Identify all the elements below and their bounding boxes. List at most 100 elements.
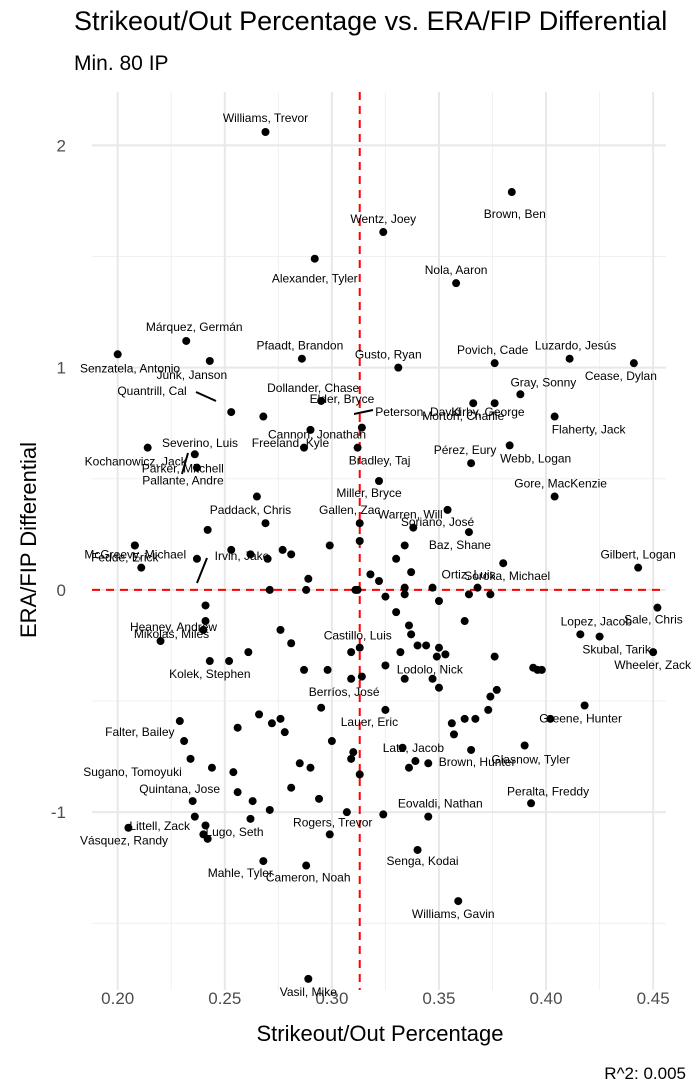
data-point — [533, 665, 542, 674]
point-label: Cannon, Jonathan — [268, 428, 366, 442]
data-point — [267, 719, 276, 728]
point-label: Flaherty, Jack — [552, 423, 627, 437]
data-point — [207, 763, 216, 772]
data-point — [355, 537, 364, 545]
point-label: Lugo, Seth — [205, 825, 263, 839]
point-label: Freeland, Kyle — [252, 436, 330, 450]
data-point — [355, 770, 364, 779]
data-point — [300, 665, 309, 674]
point-label: Pallante, Andre — [142, 474, 224, 488]
x-tick-label: 0.35 — [422, 989, 455, 1008]
point-label: Cameron, Noah — [266, 871, 351, 885]
point-label: Gallen, Zac — [319, 503, 380, 517]
x-tick-label: 0.30 — [315, 989, 348, 1008]
data-point — [203, 834, 212, 843]
point-label: Junk, Janson — [156, 368, 227, 382]
point-label: Senga, Kodai — [387, 854, 459, 868]
data-point — [306, 763, 315, 772]
data-point — [259, 857, 268, 866]
data-point — [375, 577, 383, 586]
data-point — [449, 730, 458, 739]
data-point — [428, 674, 437, 683]
point-label: Ortiz, Luis — [442, 568, 496, 582]
data-point — [325, 830, 334, 839]
data-point — [546, 714, 555, 723]
data-point — [394, 363, 403, 372]
data-point — [203, 525, 212, 534]
point-label: Fedde, Erick — [91, 550, 159, 564]
data-point — [467, 745, 476, 754]
point-label: Lopez, Jacob — [561, 614, 633, 628]
point-label: Morton, Charlie — [422, 409, 504, 423]
point-label: Miller, Bryce — [336, 486, 402, 500]
data-point — [190, 450, 199, 459]
data-point — [520, 741, 529, 750]
data-point — [186, 754, 195, 763]
point-label: Gore, MacKenzie — [514, 477, 607, 491]
data-point — [411, 757, 420, 766]
point-label: Williams, Gavin — [412, 907, 495, 921]
point-label: Webb, Logan — [500, 451, 571, 465]
data-point — [349, 748, 358, 757]
point-label: Greene, Hunter — [539, 711, 622, 725]
r-squared-caption: R^2: 0.005 — [604, 1064, 686, 1083]
point-label: Pérez, Eury — [434, 443, 497, 457]
reference-lines — [92, 92, 666, 990]
data-point — [227, 545, 236, 554]
data-point — [460, 617, 469, 626]
data-point — [400, 590, 409, 599]
data-point — [259, 412, 268, 421]
data-point — [190, 812, 199, 821]
grid-lines — [92, 92, 666, 990]
data-point — [280, 728, 289, 737]
data-point — [201, 601, 210, 610]
data-point — [347, 648, 356, 657]
data-point — [454, 897, 463, 906]
chart-title: Strikeout/Out Percentage vs. ERA/FIP Dif… — [74, 6, 668, 36]
point-label: Wheeler, Zack — [614, 658, 692, 672]
point-label: Eovaldi, Nathan — [398, 797, 483, 811]
data-point — [595, 632, 604, 641]
point-label: Pfaadt, Brandon — [257, 339, 344, 353]
point-label: Gilbert, Logan — [600, 548, 675, 562]
data-point — [443, 505, 452, 514]
point-label: Severino, Luis — [162, 436, 238, 450]
leader-line — [195, 391, 217, 402]
data-point — [398, 743, 407, 752]
data-point — [246, 550, 255, 559]
data-point — [205, 657, 214, 666]
y-axis-title: ERA/FIP Differential — [16, 442, 41, 638]
data-point — [469, 399, 478, 408]
point-label: Irvin, Jake — [215, 549, 270, 563]
data-point — [315, 794, 324, 803]
leader-line — [353, 409, 374, 415]
x-tick-label: 0.40 — [530, 989, 563, 1008]
point-label: Soroka, Michael — [464, 569, 550, 583]
point-label: Castillo, Luis — [324, 629, 392, 643]
data-point — [467, 459, 476, 468]
point-label: Lauer, Eric — [341, 715, 398, 729]
data-point — [263, 554, 272, 563]
data-point — [276, 625, 285, 634]
data-point — [505, 441, 514, 450]
x-tick-label: 0.45 — [637, 989, 670, 1008]
point-label: Glasnow, Tyler — [491, 752, 569, 766]
point-label: Sale, Chris — [624, 613, 683, 627]
point-label: Vásquez, Randy — [80, 834, 168, 848]
point-label: Rogers, Trevor — [293, 815, 372, 829]
point-label: Mahle, Tyler — [208, 866, 273, 880]
data-point — [175, 717, 184, 726]
x-axis-title: Strikeout/Out Percentage — [256, 1021, 503, 1046]
data-point — [188, 797, 197, 806]
data-point — [484, 705, 493, 714]
data-point — [550, 412, 559, 421]
data-point — [490, 399, 499, 408]
data-point — [143, 443, 152, 452]
data-point — [492, 685, 501, 694]
data-points — [113, 128, 662, 983]
point-labels: Williams, Trevor Brown, Ben Wentz, Joey Ale… — [80, 111, 692, 999]
point-label: Warren, Will — [378, 508, 443, 522]
data-point — [424, 759, 433, 768]
x-axis-ticks: 0.20 0.25 0.30 0.35 0.40 0.45 — [101, 989, 670, 1008]
data-point — [278, 545, 287, 554]
